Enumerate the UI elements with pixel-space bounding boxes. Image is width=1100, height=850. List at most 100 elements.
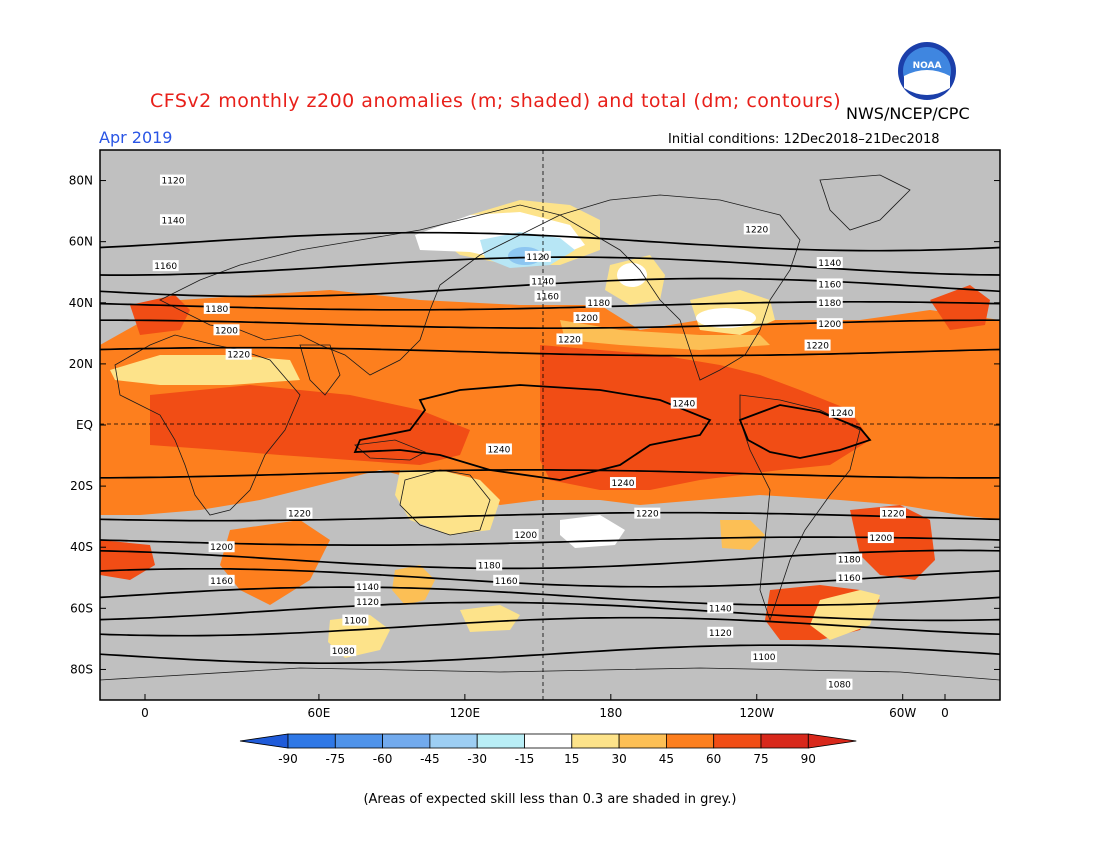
contour-label: 1080 bbox=[826, 678, 853, 691]
colorbar-segment bbox=[571, 733, 620, 749]
lat-label: 40S bbox=[70, 540, 93, 554]
contour-label-bg bbox=[208, 541, 235, 553]
chart-title: CFSv2 monthly z200 anomalies (m; shaded)… bbox=[150, 90, 842, 112]
contour-label-bg bbox=[512, 529, 539, 540]
contour-label: 1180 bbox=[585, 296, 612, 309]
contour-label: 1200 bbox=[512, 529, 539, 541]
contour-label-bg bbox=[330, 645, 357, 657]
contour-label-text: 1200 bbox=[869, 534, 892, 544]
contour-label: 1180 bbox=[203, 302, 230, 315]
coastline-australia bbox=[399, 469, 491, 536]
contour-label-bg bbox=[707, 602, 734, 614]
colorbar-segment bbox=[666, 733, 715, 749]
contour-label-bg bbox=[816, 278, 843, 290]
colorbar-label: 45 bbox=[659, 752, 674, 766]
contour-label-text: 1240 bbox=[830, 409, 853, 419]
noaa-logo[interactable]: NOAA bbox=[896, 40, 958, 102]
contour-label-bg bbox=[493, 574, 520, 586]
contour-label: 1140 bbox=[816, 257, 843, 269]
contour-label-text: 1240 bbox=[672, 400, 695, 410]
contour-label: 1160 bbox=[493, 574, 520, 587]
contour-label-text: 1220 bbox=[882, 510, 905, 520]
anomaly-southern-ocean-d bbox=[460, 605, 520, 632]
colorbar-label: -75 bbox=[325, 752, 345, 766]
contour-label: 1120 bbox=[707, 626, 734, 639]
contour-label-text: 1200 bbox=[514, 531, 537, 541]
contour-label-bg bbox=[751, 651, 778, 663]
contour-1200 bbox=[100, 319, 1000, 330]
lat-label: 60S bbox=[70, 601, 93, 615]
contour-label: 1200 bbox=[213, 324, 240, 336]
contour-label: 1160 bbox=[152, 260, 179, 272]
contour-label-text: 1200 bbox=[210, 543, 233, 553]
coastline-north-america bbox=[559, 194, 801, 381]
initial-conditions: Initial conditions: 12Dec2018–21Dec2018 bbox=[668, 132, 940, 147]
contour-label: 1200 bbox=[208, 541, 235, 553]
coastline-greenland bbox=[819, 174, 911, 231]
contour-label: 1140 bbox=[707, 602, 734, 614]
contour-1100 bbox=[100, 616, 1000, 637]
colorbar-label: -15 bbox=[515, 752, 535, 766]
contour-label: 1220 bbox=[634, 507, 661, 520]
contour-label: 1160 bbox=[534, 290, 561, 303]
contour-label-text: 1160 bbox=[818, 280, 841, 290]
anomaly-white-patch bbox=[696, 308, 756, 328]
contour-label-text: 1220 bbox=[636, 510, 659, 520]
contour-label-text: 1240 bbox=[612, 479, 635, 489]
contour-label-bg bbox=[476, 559, 503, 571]
anomaly-northeast-atlantic bbox=[930, 285, 990, 330]
contour-label-bg bbox=[816, 318, 843, 330]
contour-label-text: 1180 bbox=[838, 555, 861, 565]
contour-label-text: 1220 bbox=[227, 351, 250, 361]
colorbar-right-arrow bbox=[807, 733, 857, 749]
contour-label: 1200 bbox=[867, 532, 894, 544]
anomaly-white-patch-2 bbox=[617, 263, 647, 287]
contour-label: 1220 bbox=[286, 507, 313, 520]
contour-label-text: 1140 bbox=[531, 277, 554, 287]
noaa-logo-text: NOAA bbox=[913, 61, 942, 71]
anomaly-southern-ocean-a bbox=[220, 520, 330, 605]
contour-1120 bbox=[100, 231, 1000, 252]
colorbar-segment bbox=[334, 733, 383, 749]
contour-label: 1240 bbox=[828, 406, 855, 419]
coastline-indonesia bbox=[354, 439, 426, 461]
contour-label-bg bbox=[524, 250, 551, 262]
contour-1080 bbox=[100, 644, 1000, 665]
contour-label-text: 1220 bbox=[745, 225, 768, 235]
contour-label-text: 1180 bbox=[205, 305, 228, 315]
contour-label-text: 1200 bbox=[215, 326, 238, 336]
lon-label: 60W bbox=[889, 706, 916, 720]
anomaly-pale-15-30-c bbox=[560, 320, 770, 350]
contour-1180 bbox=[100, 300, 1000, 311]
contour-label-text: 1140 bbox=[709, 604, 732, 614]
contour-label: 1220 bbox=[804, 339, 831, 352]
contour-label-bg bbox=[634, 507, 661, 519]
contour-label-text: 1220 bbox=[806, 342, 829, 352]
contour-label: 1220 bbox=[743, 223, 770, 235]
lat-label: 20S bbox=[70, 479, 93, 493]
lat-label: 40N bbox=[69, 296, 93, 310]
contour-label-bg bbox=[342, 614, 369, 626]
anomaly-core-60-75-indian bbox=[150, 385, 470, 465]
contour-label-text: 1080 bbox=[332, 647, 355, 657]
colorbar-left-arrow bbox=[239, 733, 289, 749]
contour-label-text: 1120 bbox=[162, 177, 185, 187]
contour-label-text: 1240 bbox=[487, 445, 510, 455]
contour-1220 bbox=[100, 511, 1000, 522]
contour-label-text: 1140 bbox=[356, 583, 379, 593]
contour-label-bg bbox=[286, 507, 313, 519]
colorbar-segment bbox=[524, 733, 573, 749]
contour-lines bbox=[100, 231, 1000, 665]
contour-label-bg bbox=[826, 678, 853, 690]
coastline-india bbox=[299, 344, 341, 396]
coastline-antarctica-edge bbox=[100, 667, 1000, 681]
map-plot-area: 1120 1140 1160 1180 1200 1220 1120 1140 1160 1180… bbox=[100, 150, 1000, 700]
latitude-axis: 80N 60N 40N 20N EQ 20S 40S 60S 80S bbox=[69, 174, 1000, 676]
longitude-axis: 0 60E 120E 180 120W 60W 0 bbox=[141, 694, 949, 720]
contour-label-bg bbox=[828, 406, 855, 418]
contour-label-text: 1220 bbox=[288, 510, 311, 520]
colorbar: -90 -75 -60 -45 -30 -15 15 30 45 60 75 90 bbox=[239, 733, 857, 766]
contour-label-bg bbox=[867, 532, 894, 544]
lat-label: 80S bbox=[70, 662, 93, 676]
contour-label-text: 1180 bbox=[478, 562, 501, 572]
